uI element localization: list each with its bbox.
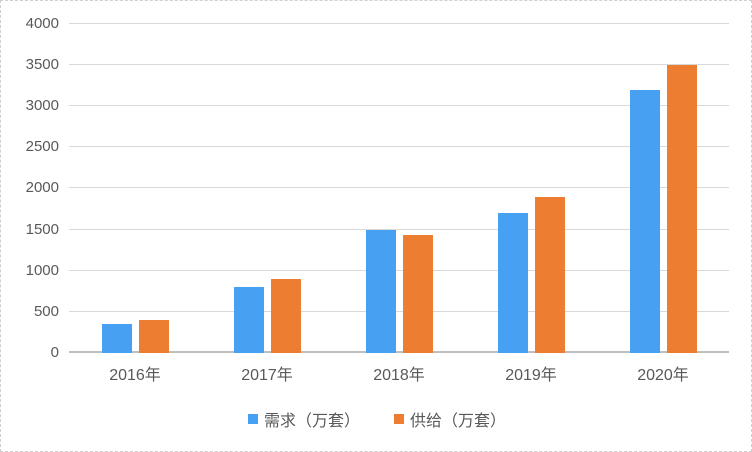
gridline-1500 [69, 229, 729, 230]
gridline-3500 [69, 64, 729, 65]
x-tick-label-2019年: 2019年 [505, 367, 557, 384]
bar-需求（万套）-2017年 [233, 287, 264, 353]
bar-group-2018年 [365, 230, 433, 353]
y-tick-label-2500: 2500 [25, 138, 59, 155]
bar-供给（万套）-2016年 [138, 320, 169, 353]
bar-group-2016年 [101, 320, 169, 353]
plot-area [69, 23, 729, 353]
y-tick-label-2000: 2000 [25, 179, 59, 196]
bar-供给（万套）-2018年 [402, 235, 433, 353]
x-tick-label-2017年: 2017年 [241, 367, 293, 384]
y-tick-label-4000: 4000 [25, 15, 59, 32]
x-tick-label-2020年: 2020年 [637, 367, 689, 384]
bar-group-2020年 [629, 65, 697, 353]
bar-group-2017年 [233, 279, 301, 353]
bar-需求（万套）-2020年 [629, 90, 660, 353]
y-tick-label-3500: 3500 [25, 56, 59, 73]
bar-group-2019年 [497, 197, 565, 353]
gridline-2000 [69, 187, 729, 188]
x-tick-label-2016年: 2016年 [109, 367, 161, 384]
gridline-4000 [69, 23, 729, 24]
legend-swatch-demand [247, 414, 258, 424]
gridline-2500 [69, 146, 729, 147]
x-tick-label-2018年: 2018年 [373, 367, 425, 384]
y-tick-label-1000: 1000 [25, 262, 59, 279]
legend-label-demand: 需求（万套） [263, 413, 360, 430]
gridline-3000 [69, 105, 729, 106]
bar-供给（万套）-2020年 [666, 65, 697, 353]
y-tick-label-0: 0 [50, 344, 59, 361]
legend-label-supply: 供给（万套） [410, 413, 507, 430]
y-tick-label-500: 500 [33, 303, 59, 320]
bar-供给（万套）-2017年 [270, 279, 301, 353]
legend-item-supply: 供给（万套） [394, 407, 506, 431]
bar-需求（万套）-2019年 [497, 213, 528, 353]
y-tick-label-1500: 1500 [25, 221, 59, 238]
legend-item-demand: 需求（万套） [247, 407, 360, 431]
y-tick-label-3000: 3000 [25, 97, 59, 114]
gridline-500 [69, 311, 729, 312]
bar-需求（万套）-2016年 [101, 324, 132, 353]
legend-swatch-supply [394, 414, 404, 424]
gridline-1000 [69, 270, 729, 271]
x-axis-tick-labels: 2016年 2017年 2018年 2019年 2020年 [69, 361, 729, 385]
chart-legend: 需求（万套） 供给（万套） [1, 407, 751, 431]
bar-供给（万套）-2019年 [534, 197, 565, 353]
bar-需求（万套）-2018年 [365, 230, 396, 353]
x-axis-line [69, 351, 729, 353]
